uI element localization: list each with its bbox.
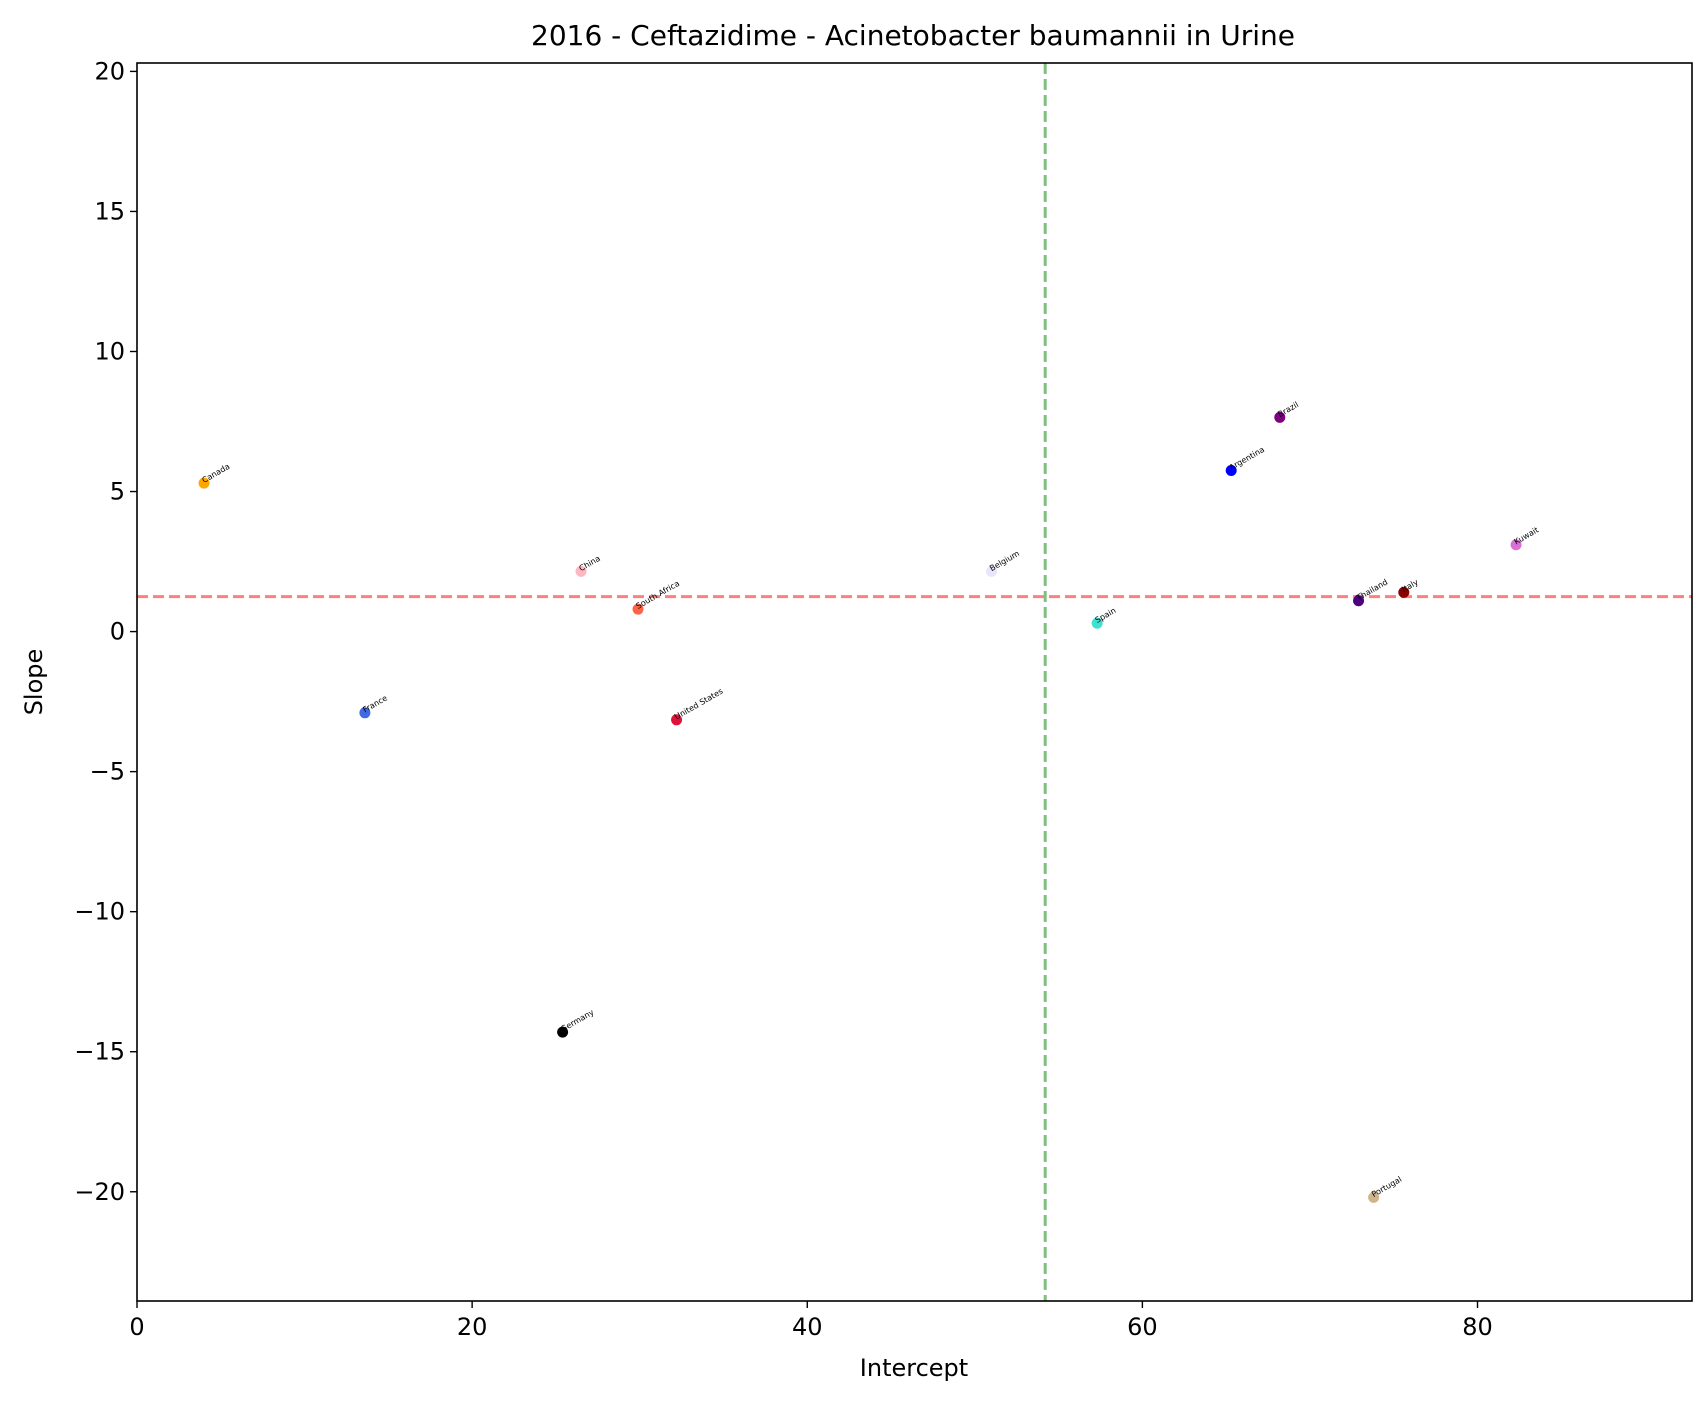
y-tick-label: 20 bbox=[94, 57, 125, 85]
y-tick-label: −20 bbox=[74, 1178, 125, 1206]
y-axis-label: Slope bbox=[20, 649, 48, 716]
x-tick-label: 20 bbox=[457, 1313, 488, 1341]
point-brazil bbox=[1274, 411, 1286, 423]
x-axis: 0 20 40 60 80 bbox=[129, 1301, 1493, 1341]
point-south-africa bbox=[632, 603, 644, 615]
point-belgium bbox=[986, 565, 998, 577]
point-italy bbox=[1398, 586, 1410, 598]
y-tick-label: 15 bbox=[94, 197, 125, 225]
x-tick-label: 80 bbox=[1462, 1313, 1493, 1341]
y-tick-label: −15 bbox=[74, 1038, 125, 1066]
chart-title: 2016 - Ceftazidime - Acinetobacter bauma… bbox=[531, 19, 1295, 52]
point-thailand bbox=[1353, 595, 1365, 607]
y-tick-label: −10 bbox=[74, 898, 125, 926]
point-label-argentina: Argentina bbox=[1228, 445, 1266, 472]
point-label-canada: Canada bbox=[201, 462, 232, 485]
point-label-italy: Italy bbox=[1400, 577, 1420, 594]
point-argentina bbox=[1225, 465, 1237, 477]
point-kuwait bbox=[1510, 539, 1522, 551]
point-label-belgium: Belgium bbox=[988, 549, 1021, 573]
point-label-united-states: United States bbox=[673, 687, 724, 722]
y-tick-label: 10 bbox=[94, 337, 125, 365]
point-canada bbox=[198, 477, 210, 489]
point-united-states bbox=[671, 714, 683, 726]
point-label-germany: Germany bbox=[559, 1008, 596, 1034]
point-label-france: France bbox=[361, 693, 389, 714]
y-axis: −20 −15 −10 −5 0 5 10 15 20 bbox=[74, 57, 137, 1206]
point-label-south-africa: South Africa bbox=[635, 579, 682, 611]
x-tick-label: 60 bbox=[1127, 1313, 1158, 1341]
point-portugal bbox=[1368, 1191, 1380, 1203]
point-spain bbox=[1091, 617, 1103, 629]
point-china bbox=[575, 565, 587, 577]
point-germany bbox=[557, 1026, 569, 1038]
plot-frame bbox=[136, 62, 1693, 1302]
point-france bbox=[359, 707, 371, 719]
point-label-kuwait: Kuwait bbox=[1513, 525, 1541, 546]
y-tick-label: 0 bbox=[110, 618, 125, 646]
x-tick-label: 0 bbox=[129, 1313, 144, 1341]
point-label-spain: Spain bbox=[1094, 606, 1118, 625]
point-label-brazil: Brazil bbox=[1276, 400, 1300, 419]
x-tick-label: 40 bbox=[792, 1313, 823, 1341]
plot-area: Canada France Germany China South Africa Unit… bbox=[137, 63, 1692, 1301]
point-label-china: China bbox=[578, 554, 602, 573]
x-axis-label: Intercept bbox=[860, 1354, 968, 1382]
point-label-thailand: Thailand bbox=[1354, 578, 1389, 603]
y-tick-label: −5 bbox=[90, 758, 125, 786]
point-label-portugal: Portugal bbox=[1370, 1175, 1403, 1199]
y-tick-label: 5 bbox=[110, 478, 125, 506]
